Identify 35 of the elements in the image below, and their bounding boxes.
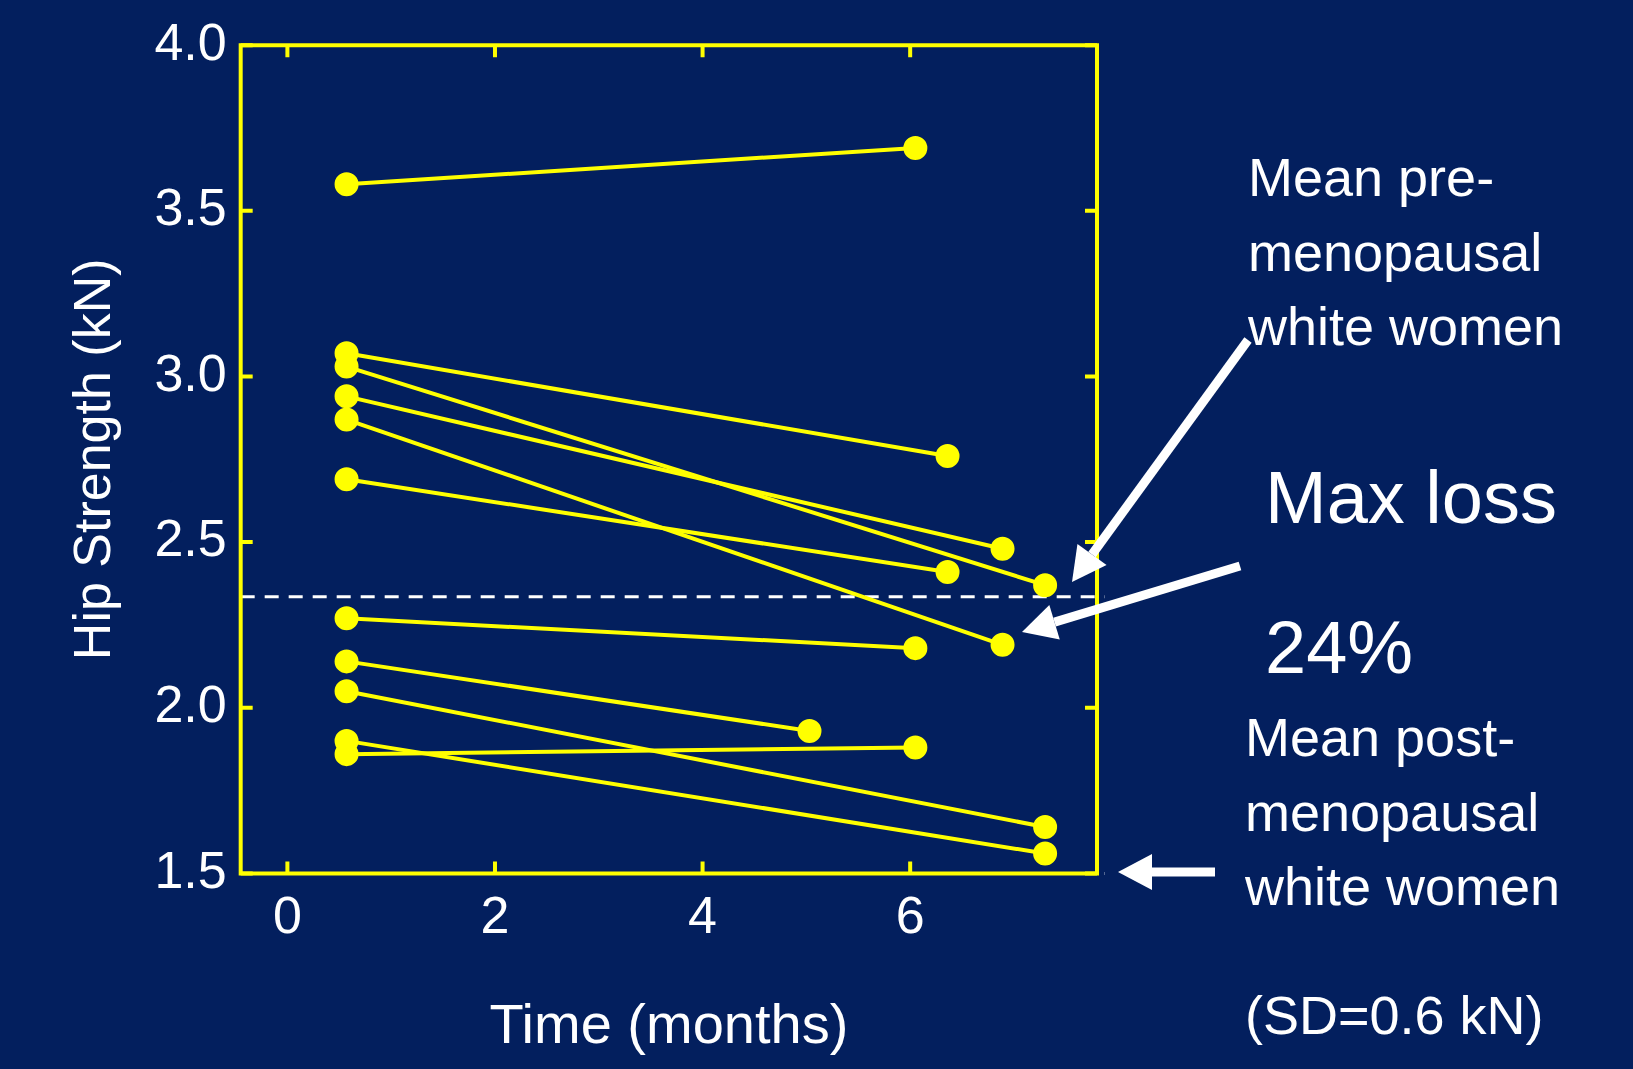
point: [903, 135, 928, 160]
x-tick-label: 4: [688, 885, 718, 944]
text: Mean pre-menopausal white women: [1248, 146, 1565, 359]
point: [1033, 841, 1058, 866]
x-tick-label: 6: [895, 885, 925, 944]
y-tick-label: 3.0: [154, 343, 227, 402]
point: [334, 606, 359, 631]
y-axis-title: Hip Strength (kN): [62, 258, 121, 661]
point: [990, 536, 1015, 561]
point: [334, 384, 359, 409]
x-tick-label: 2: [480, 885, 510, 944]
text: Mean post-menopausal white women: [1245, 706, 1562, 919]
point: [797, 718, 822, 743]
point: [334, 467, 359, 492]
point: [334, 407, 359, 432]
y-tick-label: 1.5: [154, 840, 227, 899]
text: 24%: [1265, 605, 1414, 691]
point: [990, 632, 1015, 657]
point: [334, 172, 359, 197]
point: [1033, 573, 1058, 598]
y-tick-label: 4.0: [154, 12, 227, 71]
point: [334, 679, 359, 704]
x-tick-label: 0: [272, 885, 302, 944]
point: [935, 559, 960, 584]
point: [903, 636, 928, 661]
y-tick-label: 2.0: [154, 675, 227, 734]
point: [903, 735, 928, 760]
y-tick-label: 3.5: [154, 178, 227, 237]
y-tick-label: 2.5: [154, 509, 227, 568]
x-axis-title: Time (months): [489, 991, 849, 1055]
text: Max loss: [1265, 455, 1557, 541]
point: [334, 649, 359, 674]
point: [1033, 815, 1058, 840]
text: (SD=0.6 kN): [1245, 984, 1544, 1047]
point: [935, 443, 960, 468]
